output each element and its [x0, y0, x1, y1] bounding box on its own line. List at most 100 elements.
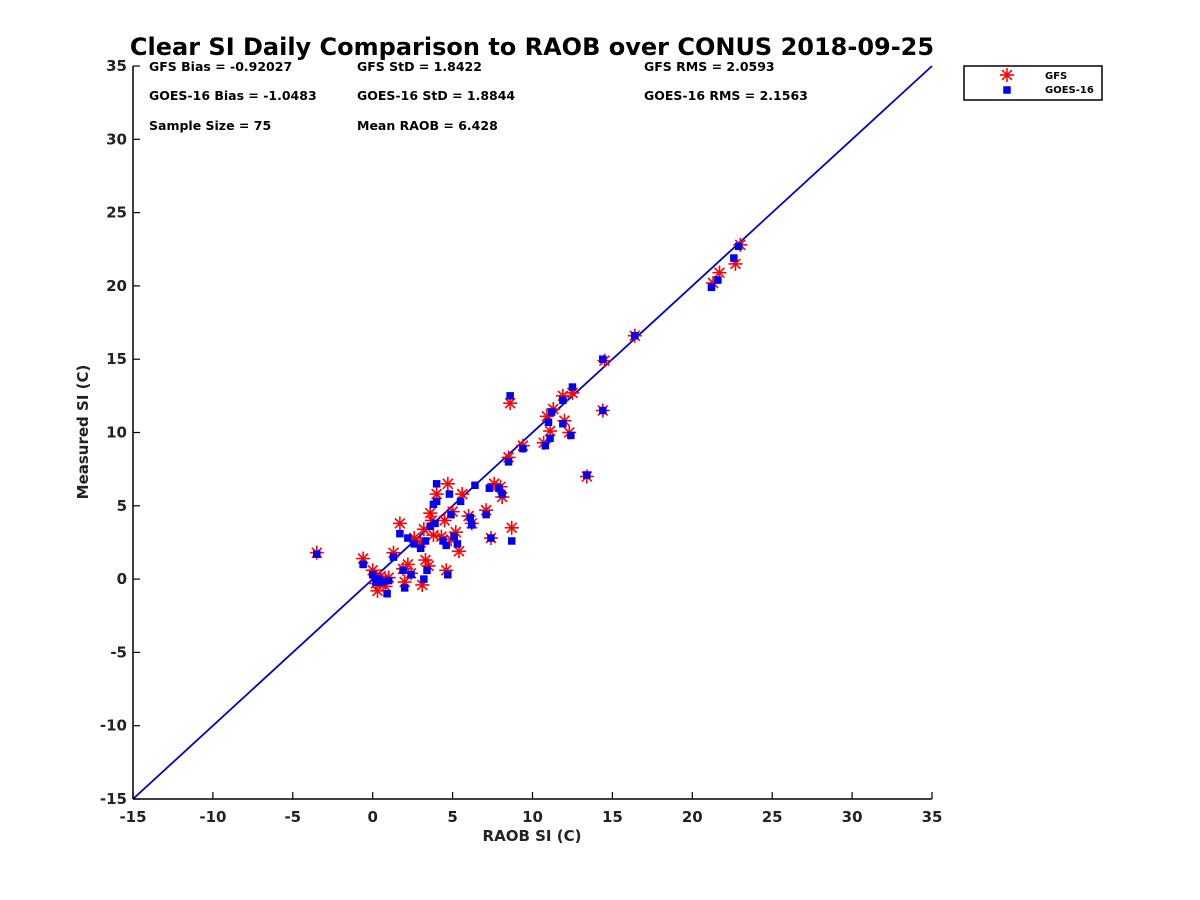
data-point-goes-16	[559, 419, 567, 428]
chart-title: Clear SI Daily Comparison to RAOB over C…	[130, 33, 934, 61]
stat-gfs-std: GFS StD = 1.8422	[357, 59, 482, 74]
data-point-goes-16	[568, 383, 577, 391]
data-point-goes-16	[495, 484, 503, 492]
data-point-goes-16	[507, 537, 516, 545]
data-point-goes-16	[707, 283, 716, 292]
data-point-goes-16	[541, 441, 550, 450]
x-tick-label: 25	[762, 808, 783, 826]
plot-area	[132, 65, 933, 800]
data-point-goes-16	[559, 396, 567, 404]
data-point-goes-16	[432, 480, 441, 488]
y-tick-label: -15	[100, 790, 127, 808]
data-point-goes-16	[447, 510, 455, 519]
data-point-goes-16	[439, 537, 447, 545]
data-point-goes-16	[313, 550, 321, 558]
x-tick-label: -10	[199, 808, 226, 826]
series-gfs	[309, 237, 748, 598]
x-tick-label: 5	[447, 808, 457, 826]
y-tick-label: -5	[110, 643, 127, 661]
y-tick-label: 35	[106, 57, 127, 75]
data-point-goes-16	[506, 392, 514, 400]
stat-gfs-bias: GFS Bias = -0.92027	[149, 59, 292, 74]
data-point-goes-16	[396, 529, 404, 538]
stat-goes-bias: GOES-16 Bias = -1.0483	[149, 88, 317, 103]
data-point-goes-16	[423, 566, 431, 575]
data-point-goes-16	[547, 408, 556, 416]
data-point-goes-16	[399, 566, 407, 575]
data-point-goes-16	[468, 521, 476, 529]
data-point-goes-16	[734, 242, 743, 251]
data-point-goes-16	[389, 553, 398, 561]
y-tick-label: 15	[106, 350, 127, 368]
y-tick-label: 0	[117, 570, 127, 588]
data-point-gfs	[503, 396, 518, 411]
x-tick-label: 35	[922, 808, 943, 826]
x-axis-ticks: -15 -10 -5 0 5 10 15 20 25 30 35	[119, 792, 942, 826]
x-tick-label: 20	[682, 808, 703, 826]
stat-goes-rms: GOES-16 RMS = 2.1563	[644, 88, 808, 103]
data-point-goes-16	[453, 540, 462, 548]
data-point-goes-16	[378, 578, 387, 586]
legend: GFS GOES-16	[963, 65, 1103, 101]
data-point-goes-16	[714, 276, 722, 284]
data-point-goes-16	[544, 418, 553, 426]
y-tick-label: -10	[100, 717, 127, 735]
data-point-goes-16	[466, 513, 474, 522]
x-tick-label: 0	[367, 808, 377, 826]
one-to-one-line	[132, 65, 933, 800]
x-tick-label: -15	[119, 808, 146, 826]
data-point-goes-16	[432, 497, 441, 506]
x-tick-label: 30	[842, 808, 863, 826]
y-tick-label: 20	[106, 277, 127, 295]
data-point-goes-16	[445, 490, 454, 498]
data-point-goes-16	[482, 510, 490, 519]
data-point-goes-16	[471, 481, 479, 490]
data-point-gfs	[440, 476, 455, 491]
x-tick-label: 15	[602, 808, 623, 826]
data-point-goes-16	[730, 254, 738, 262]
data-point-gfs	[712, 265, 727, 280]
stat-mean-raob: Mean RAOB = 6.428	[357, 118, 498, 133]
data-point-goes-16	[421, 537, 430, 545]
data-point-goes-16	[583, 471, 591, 479]
series-goes-16	[313, 242, 743, 598]
data-point-goes-16	[383, 590, 391, 598]
data-point-goes-16	[599, 355, 607, 363]
y-axis-label: Measured SI (C)	[74, 365, 92, 500]
data-point-goes-16	[444, 570, 452, 579]
data-point-goes-16	[567, 431, 575, 440]
y-tick-label: 25	[106, 204, 127, 222]
data-point-goes-16	[599, 406, 607, 415]
data-point-goes-16	[426, 522, 434, 531]
data-point-goes-16	[498, 490, 506, 498]
data-point-goes-16	[546, 434, 554, 443]
y-tick-label: 5	[117, 497, 127, 515]
stat-goes-std: GOES-16 StD = 1.8844	[357, 88, 515, 103]
y-axis-ticks: -15 -10 -5 0 5 10 15 20 25 30 35	[100, 57, 140, 808]
data-point-gfs	[543, 424, 558, 439]
data-point-goes-16	[487, 534, 495, 542]
stat-sample-size: Sample Size = 75	[149, 118, 271, 133]
data-point-goes-16	[404, 534, 412, 542]
data-point-goes-16	[442, 541, 450, 550]
data-point-goes-16	[410, 540, 418, 548]
data-point-goes-16	[485, 484, 494, 492]
legend-marker-goes-16	[1003, 86, 1011, 94]
data-point-goes-16	[359, 560, 367, 569]
data-point-goes-16	[631, 331, 639, 340]
data-point-goes-16	[368, 570, 377, 579]
data-point-gfs	[392, 516, 407, 531]
y-tick-label: 30	[106, 130, 127, 148]
data-point-goes-16	[384, 576, 393, 585]
legend-label-gfs: GFS	[1045, 71, 1067, 82]
data-point-goes-16	[407, 570, 415, 579]
data-point-gfs	[504, 520, 519, 535]
data-point-goes-16	[456, 497, 465, 506]
x-axis-label: RAOB SI (C)	[483, 827, 582, 845]
data-point-gfs	[451, 544, 466, 559]
data-point-goes-16	[431, 519, 439, 528]
data-point-goes-16	[420, 575, 428, 583]
legend-label-goes-16: GOES-16	[1045, 85, 1094, 96]
data-point-goes-16	[450, 532, 458, 541]
